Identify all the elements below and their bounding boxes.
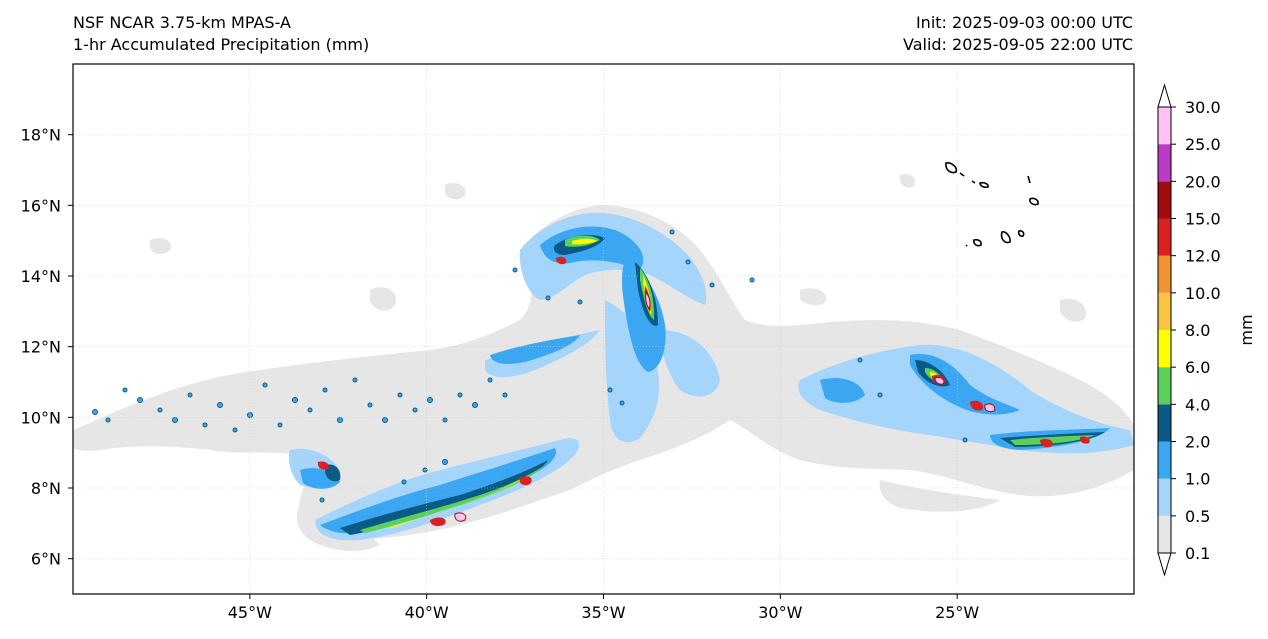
colorbar-swatch [1158, 367, 1171, 405]
x-tick-label: 30°W [758, 603, 802, 622]
colorbar-swatch [1158, 441, 1171, 479]
map-plot-area [73, 64, 1134, 594]
y-tick-label: 16°N [21, 196, 61, 215]
field-title: 1-hr Accumulated Precipitation (mm) [73, 35, 370, 54]
y-tick-label: 6°N [31, 550, 61, 569]
init-time: Init: 2025-09-03 00:00 UTC [915, 13, 1133, 32]
colorbar-label: 20.0 [1185, 172, 1221, 191]
colorbar-label: 25.0 [1185, 135, 1221, 154]
x-axis: 45°W 40°W 35°W 30°W 25°W [228, 594, 979, 622]
x-tick-label: 35°W [581, 603, 625, 622]
colorbar-label: 0.1 [1185, 544, 1210, 563]
y-tick-label: 10°N [21, 408, 61, 427]
gridlines [73, 64, 1134, 594]
colorbar-label: 0.5 [1185, 507, 1210, 526]
x-tick-label: 40°W [405, 603, 449, 622]
colorbar-swatch [1158, 255, 1171, 293]
colorbar-swatch [1158, 478, 1171, 516]
colorbar-swatch [1158, 330, 1171, 368]
model-title: NSF NCAR 3.75-km MPAS-A [73, 13, 291, 32]
colorbar-swatch [1158, 218, 1171, 256]
colorbar-label: 30.0 [1185, 98, 1221, 117]
colorbar-label: 1.0 [1185, 470, 1210, 489]
valid-time: Valid: 2025-09-05 22:00 UTC [902, 35, 1133, 54]
colorbar-label: 4.0 [1185, 395, 1210, 414]
cape-verde-islands [945, 162, 1039, 247]
colorbar-label: 2.0 [1185, 433, 1210, 452]
y-tick-label: 8°N [31, 479, 61, 498]
colorbar-label: 8.0 [1185, 321, 1210, 340]
pink-precip [454, 290, 996, 522]
y-axis: 6°N 8°N 10°N 12°N 14°N 16°N 18°N [21, 126, 73, 569]
colorbar-swatch [1158, 144, 1171, 182]
x-tick-label: 25°W [935, 603, 979, 622]
y-tick-label: 14°N [21, 267, 61, 286]
colorbar-label: 10.0 [1185, 284, 1221, 303]
colorbar-label: 6.0 [1185, 358, 1210, 377]
colorbar-unit-label: mm [1237, 314, 1256, 345]
colorbar-swatch [1158, 107, 1171, 145]
y-tick-label: 18°N [21, 126, 61, 145]
colorbar: 0.1 0.5 1.0 2.0 4.0 6.0 8.0 10.0 12.0 15.0 20.0 25.… [1157, 83, 1256, 577]
colorbar-extend-min [1157, 552, 1172, 577]
colorbar-swatch [1158, 404, 1171, 442]
scattered-convective-cells [92, 229, 968, 503]
colorbar-label: 12.0 [1185, 247, 1221, 266]
y-tick-label: 12°N [21, 338, 61, 357]
colorbar-swatch [1158, 292, 1171, 330]
x-tick-label: 45°W [228, 603, 272, 622]
colorbar-label: 15.0 [1185, 210, 1221, 229]
colorbar-swatch [1158, 515, 1171, 553]
colorbar-extend-max [1157, 83, 1172, 108]
colorbar-swatch [1158, 181, 1171, 219]
